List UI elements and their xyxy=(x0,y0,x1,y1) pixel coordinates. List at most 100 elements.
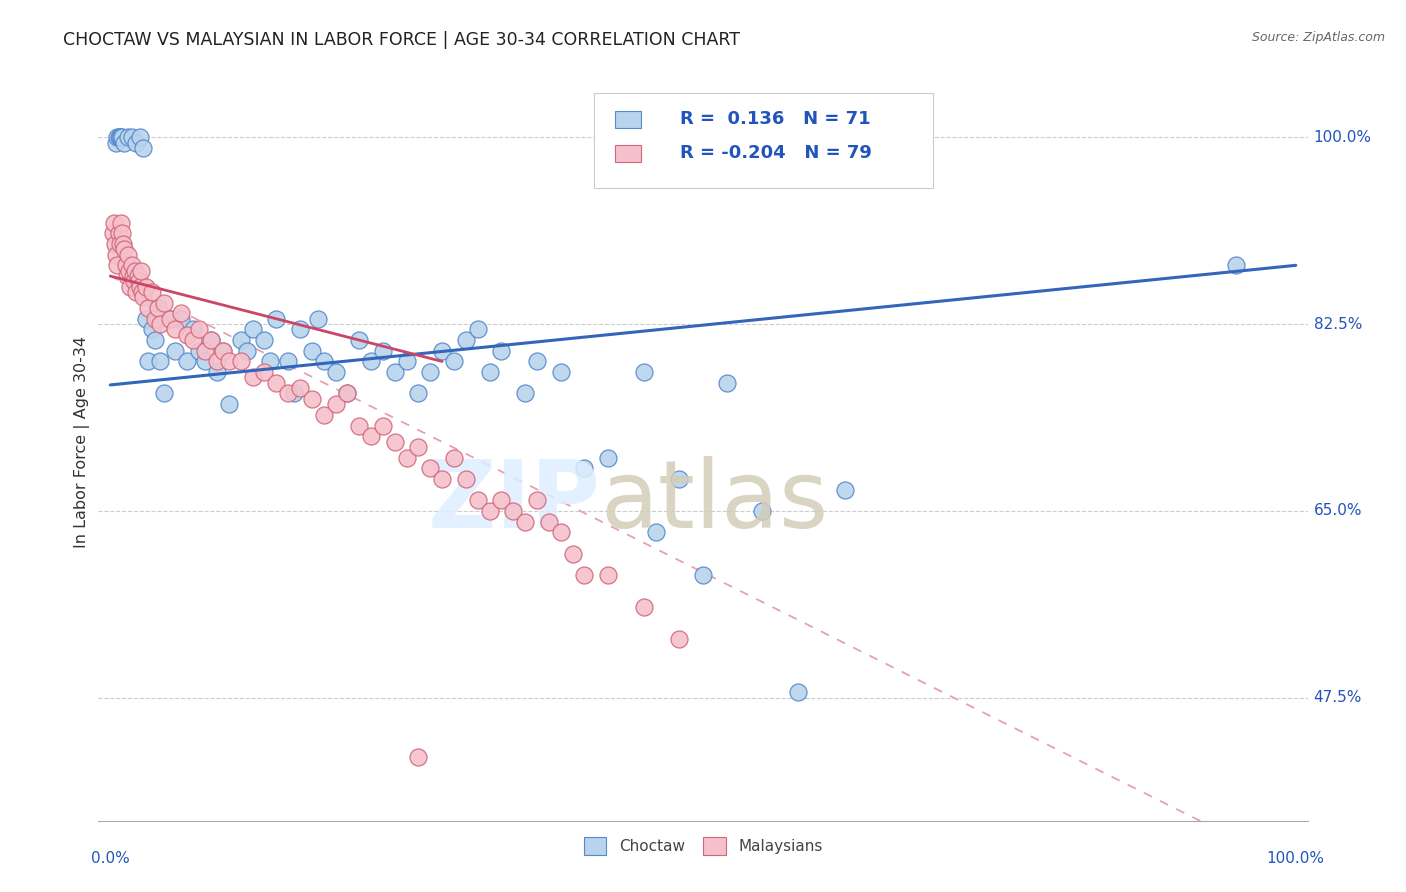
Point xyxy=(283,386,305,401)
Point xyxy=(129,263,152,277)
Point xyxy=(129,130,152,145)
Point xyxy=(188,322,211,336)
Point xyxy=(515,386,537,401)
Point xyxy=(122,274,145,288)
Point xyxy=(135,279,157,293)
Point xyxy=(502,504,524,518)
Point xyxy=(181,322,204,336)
Point xyxy=(218,354,240,368)
Point xyxy=(121,268,143,283)
Point xyxy=(135,311,157,326)
Point xyxy=(598,568,620,582)
FancyBboxPatch shape xyxy=(614,145,641,161)
Point xyxy=(108,130,131,145)
Point xyxy=(112,237,135,252)
Point xyxy=(371,343,394,358)
Point xyxy=(395,450,418,465)
Point xyxy=(467,322,489,336)
Point xyxy=(419,461,441,475)
Point xyxy=(264,311,287,326)
Point xyxy=(105,136,128,150)
Point xyxy=(395,354,418,368)
Text: ZIP: ZIP xyxy=(427,456,600,549)
Point xyxy=(408,749,430,764)
Point xyxy=(633,365,655,379)
Point xyxy=(105,258,128,272)
Point xyxy=(104,237,127,252)
Point xyxy=(384,365,406,379)
Point xyxy=(454,333,477,347)
Point xyxy=(131,285,153,299)
Point xyxy=(277,386,299,401)
Point xyxy=(107,130,129,145)
Point xyxy=(312,408,335,422)
Point xyxy=(127,268,149,283)
Point xyxy=(491,343,513,358)
Point xyxy=(159,311,181,326)
Text: 47.5%: 47.5% xyxy=(1313,690,1362,706)
Text: 100.0%: 100.0% xyxy=(1267,851,1324,866)
Point xyxy=(108,237,131,252)
Point xyxy=(114,243,136,257)
Point xyxy=(384,434,406,449)
Point xyxy=(478,504,501,518)
Text: 0.0%: 0.0% xyxy=(91,851,129,866)
Point xyxy=(537,515,560,529)
Point xyxy=(136,301,159,315)
Point xyxy=(301,392,323,406)
Text: 100.0%: 100.0% xyxy=(1313,129,1372,145)
Point xyxy=(111,130,134,145)
Point xyxy=(253,333,276,347)
Point xyxy=(668,632,690,646)
Point xyxy=(347,333,370,347)
Point xyxy=(111,227,134,241)
Point xyxy=(200,333,222,347)
Point xyxy=(301,343,323,358)
Point xyxy=(125,136,148,150)
Point xyxy=(107,227,129,241)
Point xyxy=(176,327,198,342)
Point xyxy=(644,525,666,540)
Point xyxy=(432,472,454,486)
Point xyxy=(152,295,174,310)
Point xyxy=(478,365,501,379)
Point xyxy=(633,600,655,615)
Point xyxy=(336,386,359,401)
Point xyxy=(408,386,430,401)
Point xyxy=(132,290,155,304)
Point xyxy=(408,440,430,454)
Point xyxy=(170,311,193,326)
Point xyxy=(146,301,169,315)
Point xyxy=(786,685,808,699)
Point xyxy=(132,141,155,155)
Point xyxy=(194,354,217,368)
Point xyxy=(176,354,198,368)
Point xyxy=(467,493,489,508)
Point xyxy=(515,515,537,529)
Text: Source: ZipAtlas.com: Source: ZipAtlas.com xyxy=(1251,31,1385,45)
Point xyxy=(105,247,128,261)
Point xyxy=(454,472,477,486)
FancyBboxPatch shape xyxy=(595,93,932,187)
Point xyxy=(141,322,163,336)
Point xyxy=(360,354,382,368)
Point xyxy=(125,285,148,299)
Point xyxy=(598,450,620,465)
Point xyxy=(491,493,513,508)
Point xyxy=(229,333,252,347)
Point xyxy=(143,311,166,326)
Point xyxy=(114,258,136,272)
Point xyxy=(443,354,465,368)
Text: CHOCTAW VS MALAYSIAN IN LABOR FORCE | AGE 30-34 CORRELATION CHART: CHOCTAW VS MALAYSIAN IN LABOR FORCE | AG… xyxy=(63,31,741,49)
Point xyxy=(235,343,257,358)
Point xyxy=(561,547,583,561)
Text: atlas: atlas xyxy=(600,456,828,549)
Point xyxy=(101,227,124,241)
Point xyxy=(121,258,143,272)
Point xyxy=(419,365,441,379)
Point xyxy=(526,354,548,368)
Point xyxy=(288,381,311,395)
Point xyxy=(716,376,738,390)
Point xyxy=(194,343,217,358)
Point xyxy=(692,568,714,582)
